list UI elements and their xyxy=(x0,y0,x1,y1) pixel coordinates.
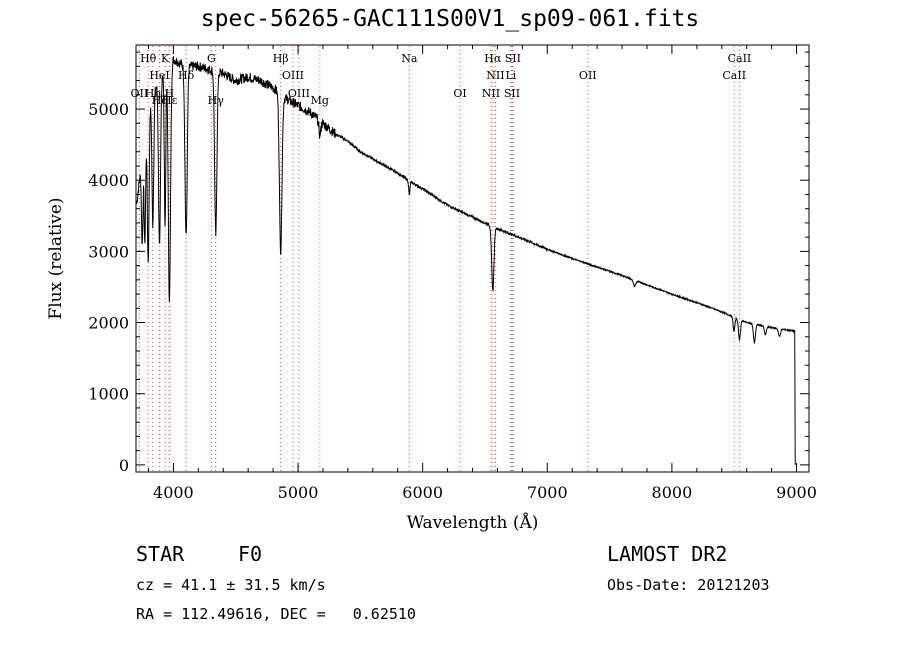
y-tick-label: 2000 xyxy=(88,314,129,333)
marker-label: Mg xyxy=(311,94,329,107)
marker-label: K xyxy=(161,52,170,65)
y-axis-label: Flux (relative) xyxy=(46,197,66,319)
marker-label: CaII xyxy=(728,52,752,65)
marker-label: Hζ xyxy=(152,94,168,107)
y-tick-label: 3000 xyxy=(88,242,129,261)
marker-label: Hα xyxy=(484,52,502,65)
marker-label: Hδ xyxy=(178,69,195,82)
marker-label: H xyxy=(165,87,175,100)
y-tick-label: 1000 xyxy=(88,385,129,404)
survey-label: LAMOST DR2 xyxy=(607,542,728,566)
x-tick-label: 6000 xyxy=(402,483,443,502)
spectrum-line xyxy=(136,56,796,465)
marker-label: CaII xyxy=(722,69,746,82)
x-tick-label: 7000 xyxy=(527,483,568,502)
marker-label: OIII xyxy=(282,69,304,82)
marker-label: OII xyxy=(579,69,597,82)
marker-label: NII xyxy=(482,87,500,100)
plot-frame xyxy=(135,44,810,473)
y-tick-label: 0 xyxy=(119,456,129,475)
x-tick-label: 4000 xyxy=(153,483,194,502)
marker-label: OII xyxy=(131,87,149,100)
marker-label: HeI xyxy=(149,69,169,82)
y-tick-label: 5000 xyxy=(88,100,129,119)
x-axis-label: Wavelength (Å) xyxy=(407,512,539,533)
marker-label: NII xyxy=(486,69,504,82)
object-class: STAR xyxy=(136,542,185,566)
x-tick-label: 8000 xyxy=(652,483,693,502)
coordinates: RA = 112.49616, DEC = 0.62510 xyxy=(136,605,416,623)
redshift-readout: cz = 41.1 ± 31.5 km/s xyxy=(136,576,326,594)
marker-label: Li xyxy=(505,69,516,82)
marker-label: Hε xyxy=(162,94,178,107)
obs-date: Obs-Date: 20121203 xyxy=(607,576,770,594)
marker-label: Hθ xyxy=(140,52,157,65)
marker-label: Na xyxy=(401,52,418,65)
spectral-subclass: F0 xyxy=(238,542,263,566)
marker-label: Hη xyxy=(145,87,161,100)
x-tick-label: 5000 xyxy=(278,483,319,502)
y-tick-label: 4000 xyxy=(88,171,129,190)
chart-title: spec-56265-GAC111S00V1_sp09-061.fits xyxy=(200,6,700,32)
marker-label: Hβ xyxy=(273,52,289,65)
marker-label: SII xyxy=(504,87,520,100)
marker-label: SII xyxy=(505,52,521,65)
marker-label: G xyxy=(207,52,216,65)
marker-label: OIII xyxy=(288,87,310,100)
x-tick-label: 9000 xyxy=(776,483,817,502)
marker-label: OI xyxy=(453,87,466,100)
marker-label: Hγ xyxy=(208,94,225,107)
